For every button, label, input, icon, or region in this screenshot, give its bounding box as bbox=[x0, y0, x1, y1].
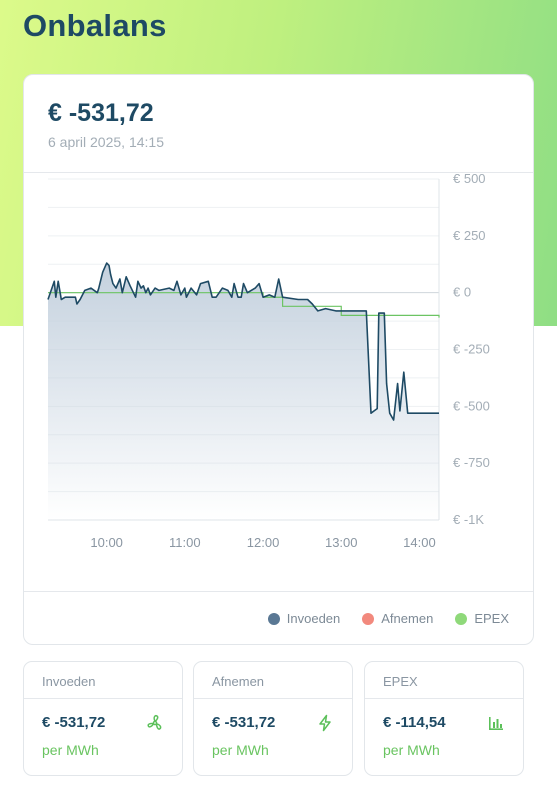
invoeden-area bbox=[48, 263, 439, 520]
legend-dot-afnemen bbox=[362, 612, 375, 625]
x-tick-label: 12:00 bbox=[247, 535, 280, 550]
stat-card-invoeden[interactable]: Invoeden € -531,72 per MWh bbox=[23, 661, 183, 776]
card-divider bbox=[24, 172, 533, 173]
bar-chart-icon bbox=[489, 717, 503, 730]
y-tick-label: € 500 bbox=[453, 173, 486, 186]
y-tick-label: € -750 bbox=[453, 455, 490, 470]
current-price: € -531,72 bbox=[48, 99, 154, 127]
stat-card-afnemen[interactable]: Afnemen € -531,72 per MWh bbox=[193, 661, 353, 776]
lightning-icon bbox=[319, 714, 331, 732]
stat-card-epex[interactable]: EPEX € -114,54 per MWh bbox=[364, 661, 524, 776]
stat-card-unit: per MWh bbox=[383, 742, 440, 758]
stat-card-title: Afnemen bbox=[194, 662, 352, 699]
stat-card-value: € -114,54 bbox=[383, 714, 446, 731]
y-tick-label: € 250 bbox=[453, 228, 486, 243]
stat-card-value: € -531,72 bbox=[42, 714, 106, 731]
legend-divider bbox=[24, 591, 533, 592]
y-tick-label: € -1K bbox=[453, 512, 484, 527]
chart-legend: Invoeden Afnemen EPEX bbox=[267, 611, 509, 626]
y-tick-label: € -250 bbox=[453, 342, 490, 357]
legend-label-invoeden: Invoeden bbox=[286, 611, 341, 626]
stat-card-unit: per MWh bbox=[42, 742, 99, 758]
legend-item-afnemen[interactable]: Afnemen bbox=[362, 611, 433, 626]
x-tick-label: 14:00 bbox=[403, 535, 436, 550]
imbalance-price-chart[interactable]: € 500 € 250 € 0 € -250 € -500 € -750 € -1K 10:… bbox=[24, 173, 533, 593]
legend-item-epex[interactable]: EPEX bbox=[455, 611, 509, 626]
x-tick-label: 10:00 bbox=[90, 535, 123, 550]
stat-card-title: Invoeden bbox=[24, 662, 182, 699]
legend-item-invoeden[interactable]: Invoeden bbox=[267, 611, 341, 626]
legend-dot-epex bbox=[455, 612, 468, 625]
stat-card-value: € -531,72 bbox=[212, 714, 276, 731]
price-timestamp: 6 april 2025, 14:15 bbox=[48, 134, 164, 150]
stat-card-title: EPEX bbox=[365, 662, 523, 699]
legend-label-afnemen: Afnemen bbox=[381, 611, 434, 626]
y-tick-label: € 0 bbox=[453, 285, 471, 300]
x-tick-label: 11:00 bbox=[169, 535, 201, 550]
y-tick-label: € -500 bbox=[453, 398, 490, 413]
invoeden-line bbox=[47, 262, 439, 421]
price-chart-card: € -531,72 6 april 2025, 14:15 € 500 € 250… bbox=[23, 74, 534, 645]
page-title: Onbalans bbox=[23, 8, 167, 43]
stat-card-unit: per MWh bbox=[212, 742, 269, 758]
legend-dot-invoeden bbox=[267, 612, 280, 625]
fan-icon bbox=[147, 715, 162, 730]
legend-label-epex: EPEX bbox=[474, 611, 509, 626]
x-tick-label: 13:00 bbox=[325, 535, 358, 550]
